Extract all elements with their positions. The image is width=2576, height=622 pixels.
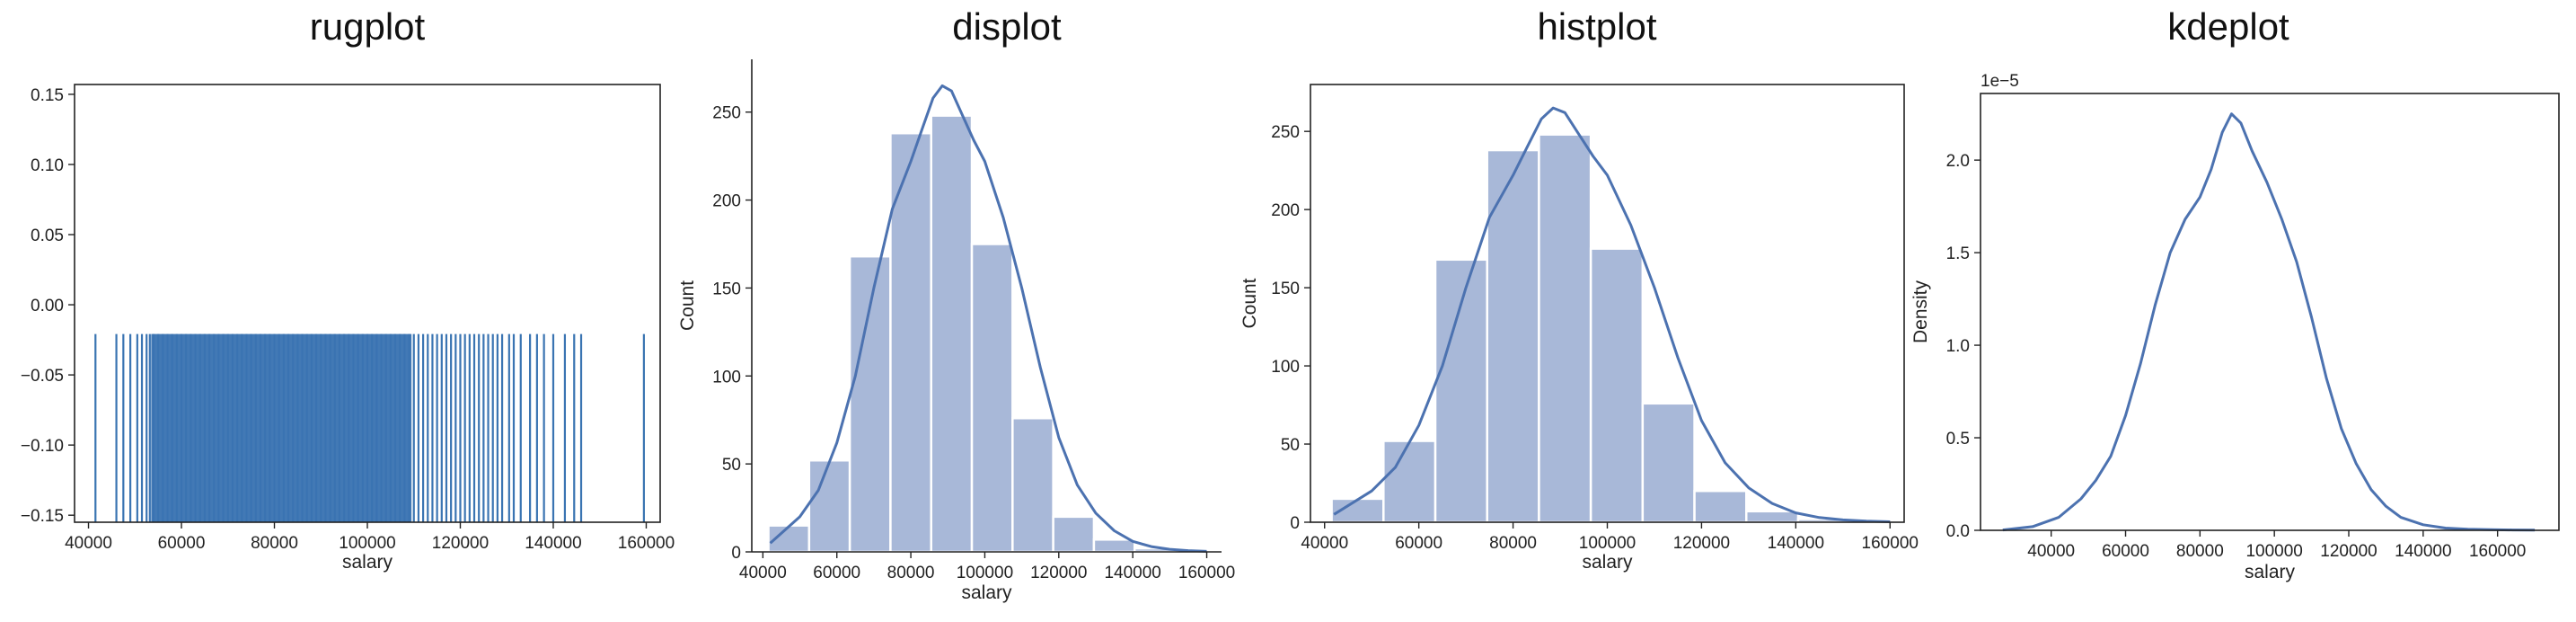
y-tick-label: 100: [1271, 358, 1300, 377]
rug-lines: [94, 333, 645, 522]
x-tick-label: 120000: [2320, 542, 2377, 561]
x-tick-label: 60000: [813, 564, 860, 582]
x-tick-label: 40000: [65, 534, 112, 553]
histogram-bar: [1538, 133, 1592, 524]
y-ticks: 0 50 100 150 200 250: [712, 104, 752, 563]
chart-title: histplot: [1537, 5, 1656, 48]
y-ticks: −0.15 −0.10 −0.05 0.00 0.05 0.10 0.15: [21, 86, 75, 526]
x-tick-label: 80000: [887, 564, 935, 582]
x-ticks: 40000 60000 80000 100000 120000 140000 160000: [1301, 522, 1919, 553]
x-tick-label: 140000: [1768, 534, 1824, 553]
y-tick-label: −0.15: [21, 507, 64, 526]
y-offset-label: 1e−5: [1981, 72, 2019, 91]
axes-frame: [1980, 93, 2560, 531]
y-axis-label: Density: [1910, 280, 1931, 343]
histogram-bar: [1382, 440, 1437, 524]
x-tick-label: 160000: [2469, 542, 2526, 561]
kde-line: [769, 84, 1207, 553]
x-tick-label: 100000: [339, 534, 395, 553]
kde-line: [1333, 106, 1891, 523]
x-tick-label: 100000: [1579, 534, 1636, 553]
histogram-bar: [1693, 489, 1748, 524]
x-tick-label: 100000: [2245, 542, 2302, 561]
x-axis-label: salary: [1582, 552, 1633, 573]
x-tick-label: 140000: [525, 534, 581, 553]
y-tick-label: 1.0: [1946, 337, 1970, 356]
chart-panel-histplot: histplot 40000 60000 80000 100000 120000 14000…: [1239, 5, 1919, 573]
y-tick-label: 0.0: [1946, 522, 1970, 541]
chart-title: displot: [952, 5, 1062, 48]
x-tick-label: 60000: [158, 534, 206, 553]
y-tick-label: 150: [712, 280, 741, 298]
x-ticks: 40000 60000 80000 100000 120000 140000 160000: [2027, 530, 2526, 561]
y-tick-label: 250: [712, 104, 741, 123]
y-tick-label: 0.10: [31, 156, 64, 175]
y-tick-label: 0.15: [31, 86, 64, 105]
x-ticks: 40000 60000 80000 100000 120000 140000 160000: [739, 552, 1235, 582]
kde-line: [2002, 112, 2536, 532]
x-axis-label: salary: [961, 582, 1012, 603]
chart-panel-displot: displot 40000 60000 80000 100000 120000 140000…: [677, 5, 1235, 603]
x-tick-label: 120000: [1673, 534, 1730, 553]
y-tick-label: 1.5: [1946, 244, 1970, 263]
x-tick-label: 40000: [2027, 542, 2075, 561]
y-tick-label: 0: [731, 544, 741, 563]
x-tick-label: 40000: [1301, 534, 1348, 553]
x-tick-label: 80000: [251, 534, 298, 553]
x-tick-label: 80000: [1489, 534, 1537, 553]
y-tick-label: 0.5: [1946, 430, 1970, 449]
x-tick-label: 160000: [1178, 564, 1235, 582]
histogram-bar: [807, 458, 851, 554]
x-tick-label: 60000: [2102, 542, 2149, 561]
histogram-bar: [1092, 538, 1136, 554]
y-tick-label: 100: [712, 368, 741, 387]
x-axis-label: salary: [342, 552, 393, 573]
y-tick-label: 150: [1271, 280, 1300, 298]
x-axis-label: salary: [2245, 562, 2296, 582]
x-tick-label: 120000: [1030, 564, 1087, 582]
x-tick-label: 160000: [1862, 534, 1919, 553]
y-axis-label: Count: [1239, 278, 1260, 328]
histogram-bar: [1641, 402, 1696, 524]
rug-dense-band: [151, 333, 412, 522]
y-tick-label: 50: [1281, 436, 1300, 455]
y-tick-label: 200: [712, 192, 741, 211]
histogram-bar: [1052, 515, 1096, 554]
y-tick-label: 2.0: [1946, 152, 1970, 171]
x-tick-label: 140000: [2395, 542, 2451, 561]
histogram-bar: [1589, 247, 1645, 524]
y-ticks: 0 50 100 150 200 250: [1271, 123, 1310, 533]
y-axis-label: Count: [677, 280, 698, 331]
x-tick-label: 40000: [739, 564, 787, 582]
chart-title: rugplot: [310, 5, 426, 48]
y-tick-label: −0.05: [21, 367, 64, 386]
y-tick-label: 250: [1271, 123, 1300, 142]
chart-title: kdeplot: [2167, 5, 2289, 48]
y-tick-label: 0.00: [31, 297, 64, 315]
x-tick-label: 80000: [2176, 542, 2224, 561]
y-tick-label: 50: [722, 456, 741, 475]
x-tick-label: 120000: [432, 534, 489, 553]
chart-panel-kdeplot: kdeplot 40000 60000 80000 100000 120000 140000…: [1910, 5, 2560, 582]
histogram-bar: [1745, 510, 1800, 524]
x-ticks: 40000 60000 80000 100000 120000 140000 160000: [65, 522, 675, 553]
histogram-bar: [930, 114, 974, 554]
y-tick-label: 200: [1271, 201, 1300, 220]
histogram-bar: [970, 243, 1014, 554]
y-ticks: 0.0 0.5 1.0 1.5 2.0: [1946, 152, 1981, 541]
x-tick-label: 60000: [1395, 534, 1442, 553]
chart-panel-rugplot: rugplot 40000 60000 80000 100000 120000 140000…: [21, 5, 675, 573]
x-tick-label: 140000: [1104, 564, 1160, 582]
y-tick-label: −0.10: [21, 437, 64, 456]
histogram-bar: [1011, 417, 1054, 554]
x-tick-label: 100000: [957, 564, 1013, 582]
y-tick-label: 0.05: [31, 227, 64, 245]
histogram-bar: [1486, 148, 1540, 524]
x-tick-label: 160000: [618, 534, 675, 553]
y-tick-label: 0: [1290, 514, 1300, 533]
